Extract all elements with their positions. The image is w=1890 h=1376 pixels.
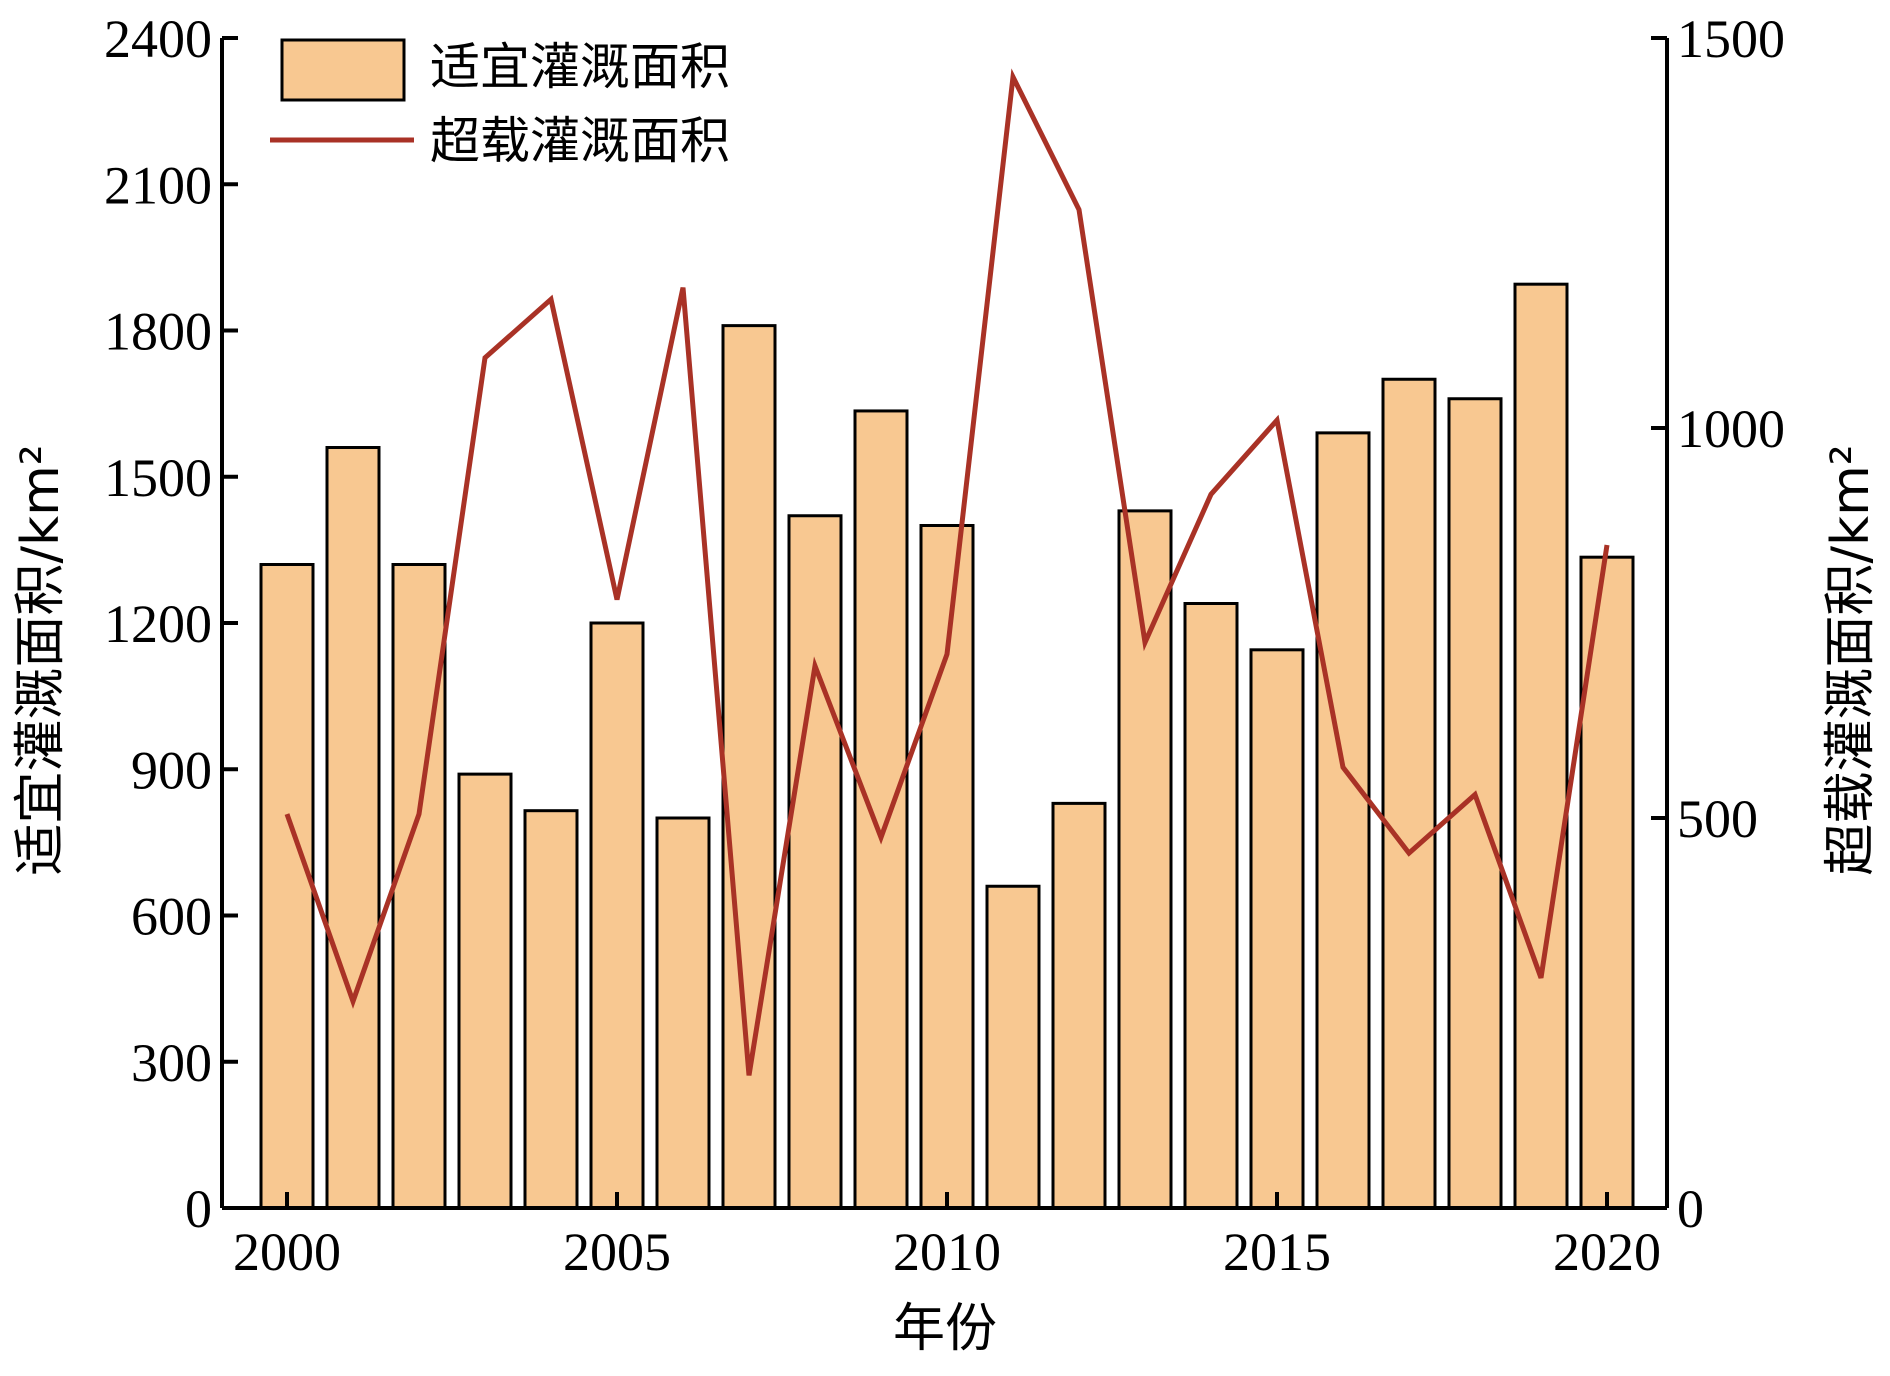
bar-2006 — [655, 816, 711, 1210]
bar-2017 — [1381, 377, 1437, 1210]
bar-2013 — [1117, 509, 1173, 1210]
bar-2012 — [1051, 801, 1107, 1210]
y-left-tick-label-1800: 1800 — [104, 302, 212, 362]
y-right-tick-label-1500: 1500 — [1677, 9, 1785, 69]
legend-line-label: 超载灌溉面积 — [430, 112, 730, 170]
bar-2016 — [1315, 431, 1371, 1210]
bar-2019 — [1513, 282, 1569, 1210]
bars-layer — [259, 282, 1635, 1210]
bar-2004 — [523, 809, 579, 1210]
line-series-overload — [284, 68, 1610, 1076]
legend-bar-swatch — [280, 38, 406, 102]
y-left-tick-label-1200: 1200 — [104, 594, 212, 654]
legend: 适宜灌溉面积 超载灌溉面积 — [270, 38, 730, 170]
y-left-tick-label-300: 300 — [131, 1033, 212, 1093]
bar-2000 — [259, 563, 315, 1210]
bar-2001 — [325, 446, 381, 1210]
y-right-tick-label-1000: 1000 — [1677, 399, 1785, 459]
bar-2005 — [589, 621, 645, 1210]
bar-2010 — [919, 524, 975, 1210]
legend-bar-label: 适宜灌溉面积 — [430, 38, 730, 96]
bar-2008 — [787, 514, 843, 1210]
y-left-tick-label-2100: 2100 — [104, 155, 212, 215]
y-left-tick-label-900: 900 — [131, 740, 212, 800]
y-axis-left-title: 适宜灌溉面积/km² — [11, 444, 71, 875]
bar-2015 — [1249, 648, 1305, 1210]
y-left-tick-label-2400: 2400 — [104, 9, 212, 69]
x-tick-label-2015: 2015 — [1223, 1222, 1331, 1282]
y-left-tick-label-600: 600 — [131, 887, 212, 947]
y-left-tick-label-0: 0 — [185, 1179, 212, 1239]
bar-2003 — [457, 772, 513, 1210]
bar-2002 — [391, 563, 447, 1210]
ticks-layer: 0 300 600 900 1200 1500 1800 2100 2400 0 500 1000 15… — [104, 9, 1785, 1282]
y-right-tick-label-500: 500 — [1677, 789, 1758, 849]
x-axis-title: 年份 — [893, 1299, 997, 1359]
y-left-tick-label-1500: 1500 — [104, 448, 212, 508]
x-tick-label-2010: 2010 — [893, 1222, 1001, 1282]
bar-2014 — [1183, 602, 1239, 1210]
bar-2011 — [985, 884, 1041, 1210]
y-axis-right-title: 超载灌溉面积/km² — [1821, 444, 1881, 875]
x-tick-label-2000: 2000 — [233, 1222, 341, 1282]
x-tick-label-2020: 2020 — [1553, 1222, 1661, 1282]
line-layer — [284, 68, 1610, 1076]
x-tick-label-2005: 2005 — [563, 1222, 671, 1282]
bar-2018 — [1447, 397, 1503, 1210]
y-right-tick-label-0: 0 — [1677, 1179, 1704, 1239]
bar-2009 — [853, 409, 909, 1210]
